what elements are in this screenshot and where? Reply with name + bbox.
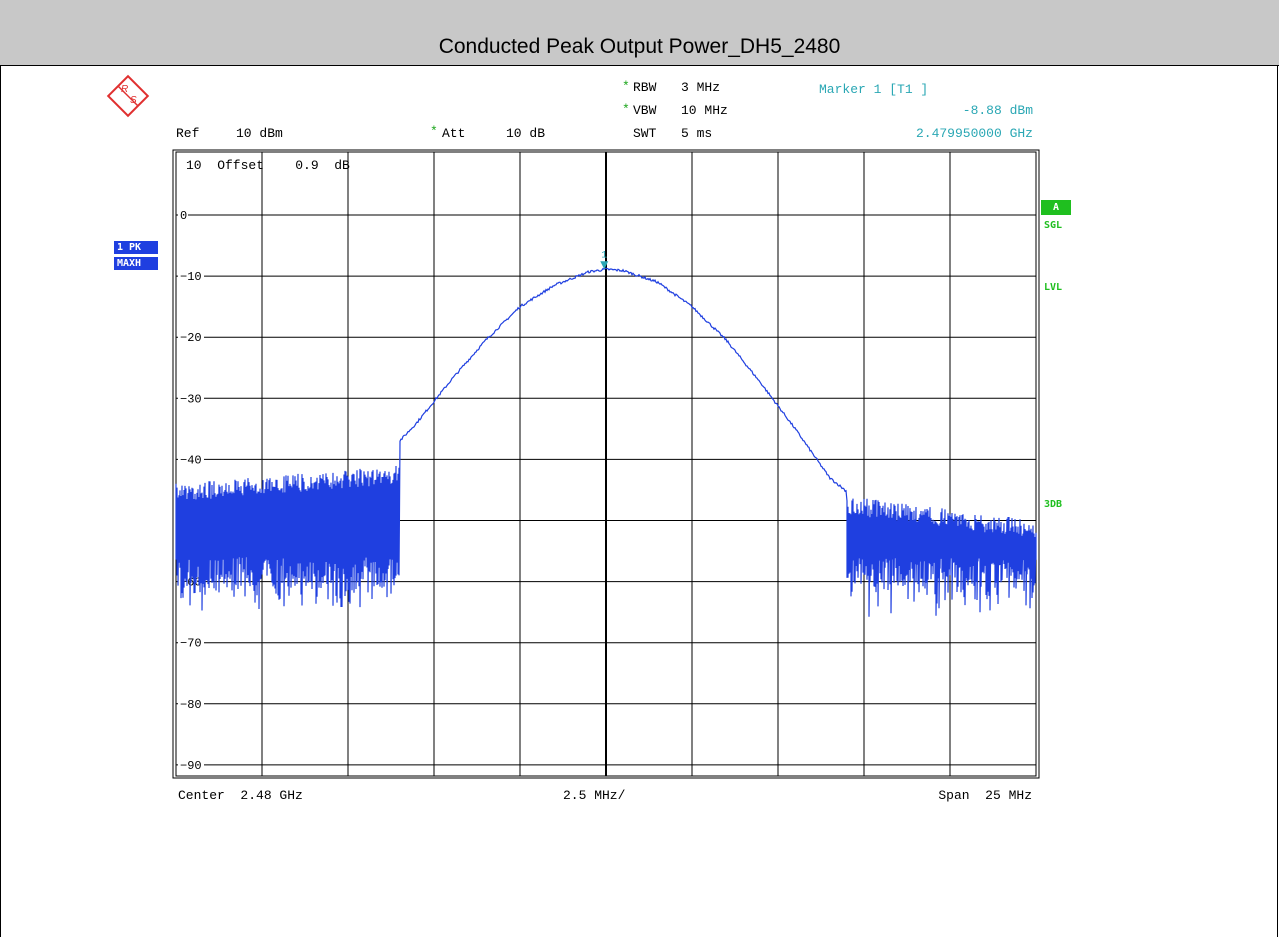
- y-tick-bg: [178, 391, 204, 405]
- title-bar: Conducted Peak Output Power_DH5_2480: [0, 0, 1279, 66]
- y-tick-label: −30: [180, 392, 202, 406]
- y-tick-label: −90: [180, 759, 202, 773]
- trace-badge: 1 PK: [114, 241, 158, 254]
- att-value: 10 dB: [506, 126, 546, 141]
- span-label: Span 25 MHz: [938, 788, 1032, 803]
- y-tick-bg: [178, 452, 204, 466]
- trace-line: [175, 267, 1037, 617]
- status-3db: 3DB: [1044, 499, 1063, 510]
- plot-grid: [172, 149, 1040, 779]
- status-lvl: LVL: [1044, 282, 1063, 293]
- y-tick-label: −40: [180, 453, 202, 467]
- marker-1: 1: [600, 250, 609, 270]
- att-label: Att: [442, 126, 466, 141]
- vbw-value: 10 MHz: [681, 103, 728, 118]
- marker-number: 1: [601, 250, 607, 261]
- status-a-badge: A: [1041, 200, 1071, 215]
- offset-label: 10 Offset 0.9 dB: [186, 158, 350, 173]
- swt-label: SWT: [633, 126, 657, 141]
- y-tick-bg: [178, 757, 204, 771]
- y-tick-bg: [178, 269, 204, 283]
- marker-triangle: [600, 261, 609, 270]
- marker-label: Marker 1 [T1 ]: [819, 82, 929, 97]
- rbw-star: *: [622, 79, 630, 94]
- y-tick-bg: [178, 696, 204, 710]
- y-tick-bg: [178, 330, 204, 344]
- y-tick-label: 0: [180, 209, 187, 223]
- marker-frequency: 2.479950000 GHz: [915, 126, 1033, 141]
- plot-outer-frame: [172, 149, 1040, 779]
- center-frequency: Center 2.48 GHz: [178, 788, 303, 803]
- y-tick-label: −70: [180, 637, 202, 651]
- marker-level: -8.88 dBm: [962, 103, 1033, 118]
- att-star: *: [430, 124, 438, 139]
- ref-label: Ref: [176, 126, 200, 141]
- ref-value: 10 dBm: [236, 126, 283, 141]
- swt-value: 5 ms: [681, 126, 713, 141]
- division-label: 2.5 MHz/: [563, 788, 626, 803]
- vbw-label: VBW: [633, 103, 657, 118]
- y-tick-bg: [178, 635, 204, 649]
- status-sgl: SGL: [1044, 220, 1063, 231]
- rbw-label: RBW: [633, 80, 657, 95]
- y-tick-bg: [178, 208, 188, 221]
- y-tick-label: −20: [180, 331, 202, 345]
- mode-badge: MAXH: [114, 257, 158, 270]
- rbw-value: 3 MHz: [681, 80, 721, 95]
- y-tick-label: −80: [180, 698, 202, 712]
- y-tick-label: −10: [180, 270, 202, 284]
- chart-title: Conducted Peak Output Power_DH5_2480: [438, 35, 841, 58]
- vbw-star: *: [622, 102, 630, 117]
